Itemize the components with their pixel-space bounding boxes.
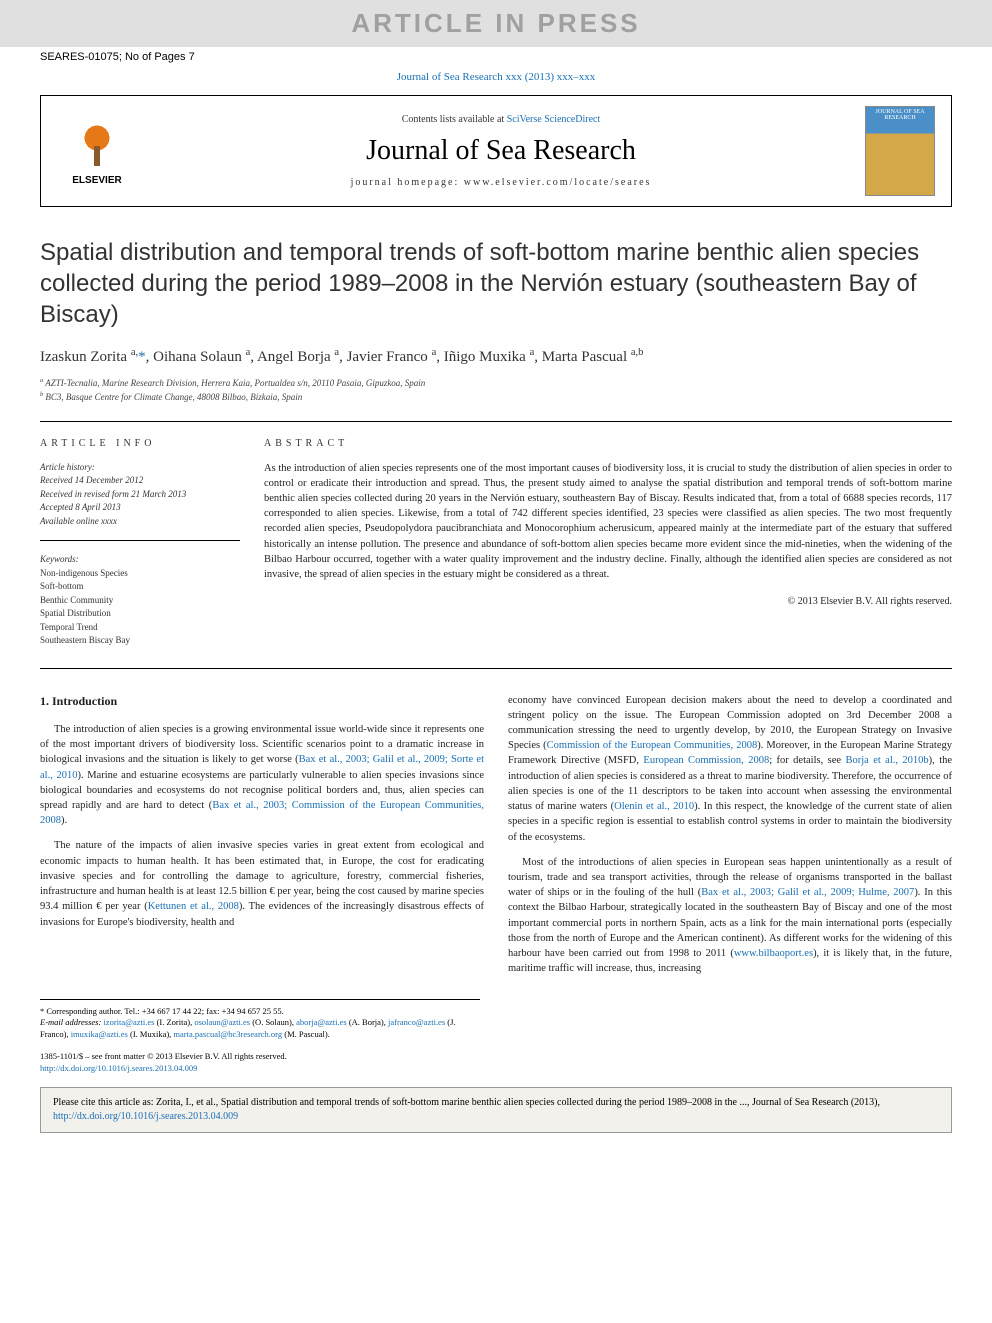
keywords-block: Keywords: Non-indigenous SpeciesSoft-bot… [40, 541, 240, 648]
elsevier-text: ELSEVIER [72, 175, 121, 186]
info-abstract-row: ARTICLE INFO Article history: Received 1… [0, 422, 992, 668]
elsevier-logo: ELSEVIER [57, 106, 137, 196]
homepage-url: www.elsevier.com/locate/seares [464, 177, 652, 188]
abstract-text: As the introduction of alien species rep… [264, 461, 952, 583]
journal-homepage-line: journal homepage: www.elsevier.com/locat… [137, 177, 865, 188]
journal-cover-thumbnail: JOURNAL OF SEA RESEARCH [865, 106, 935, 196]
abstract-label: ABSTRACT [264, 438, 952, 449]
corr-author-line: * Corresponding author. Tel.: +34 667 17… [40, 1006, 480, 1018]
keywords-list: Non-indigenous SpeciesSoft-bottomBenthic… [40, 567, 240, 648]
intro-para-2: The nature of the impacts of alien invas… [40, 838, 484, 929]
affiliation-b: b BC3, Basque Centre for Climate Change,… [40, 390, 952, 405]
article-info-column: ARTICLE INFO Article history: Received 1… [40, 438, 240, 648]
journal-reference-link[interactable]: Journal of Sea Research xxx (2013) xxx–x… [0, 67, 992, 95]
article-title: Spatial distribution and temporal trends… [0, 207, 992, 347]
c2p1c: ; for details, see [769, 755, 845, 766]
journal-name: Journal of Sea Research [137, 135, 865, 167]
contents-available-line: Contents lists available at SciVerse Sci… [137, 114, 865, 125]
article-info-label: ARTICLE INFO [40, 438, 240, 449]
citation-box: Please cite this article as: Zorita, I.,… [40, 1087, 952, 1133]
history-received: Received 14 December 2012 [40, 474, 240, 488]
intro-heading: 1. Introduction [40, 693, 484, 710]
keyword-item: Southeastern Biscay Bay [40, 634, 240, 648]
sciencedirect-link[interactable]: SciVerse ScienceDirect [507, 114, 601, 125]
email-link[interactable]: imuxika@azti.es [71, 1029, 128, 1039]
history-online: Available online xxxx [40, 515, 240, 529]
keyword-item: Non-indigenous Species [40, 567, 240, 581]
homepage-prefix: journal homepage: [351, 177, 464, 188]
abstract-column: ABSTRACT As the introduction of alien sp… [264, 438, 952, 648]
history-accepted: Accepted 8 April 2013 [40, 501, 240, 515]
corresponding-author-footnote: * Corresponding author. Tel.: +34 667 17… [40, 999, 480, 1048]
history-label: Article history: [40, 461, 240, 475]
article-id-line: SEARES-01075; No of Pages 7 [0, 47, 992, 67]
keywords-label: Keywords: [40, 553, 240, 567]
cite-ec-2008[interactable]: European Commission, 2008 [643, 755, 769, 766]
keyword-item: Temporal Trend [40, 621, 240, 635]
affiliation-b-text: BC3, Basque Centre for Climate Change, 4… [45, 392, 302, 402]
email-link[interactable]: aborja@azti.es [296, 1017, 347, 1027]
keyword-item: Spatial Distribution [40, 607, 240, 621]
journal-header-box: ELSEVIER Contents lists available at Sci… [40, 95, 952, 207]
bottom-meta: 1385-1101/$ – see front matter © 2013 El… [0, 1047, 992, 1087]
citation-text: Please cite this article as: Zorita, I.,… [53, 1097, 880, 1108]
cite-kettunen[interactable]: Kettunen et al., 2008 [148, 901, 239, 912]
column-left: 1. Introduction The introduction of alie… [40, 693, 484, 987]
col2-para-2: Most of the introductions of alien speci… [508, 855, 952, 977]
author-list: Izaskun Zorita a,*, Oihana Solaun a, Ang… [0, 347, 992, 376]
keyword-item: Benthic Community [40, 594, 240, 608]
watermark-bar: ARTICLE IN PRESS [0, 0, 992, 47]
body-columns: 1. Introduction The introduction of alie… [0, 669, 992, 999]
emails-line: E-mail addresses: izorita@azti.es (I. Zo… [40, 1017, 480, 1041]
contents-prefix: Contents lists available at [402, 114, 507, 125]
cite-bax-galil-hulme[interactable]: Bax et al., 2003; Galil et al., 2009; Hu… [701, 887, 914, 898]
email-link[interactable]: jafranco@azti.es [388, 1017, 445, 1027]
elsevier-tree-icon [72, 116, 122, 171]
email-link[interactable]: izorita@azti.es [103, 1017, 154, 1027]
column-right: economy have convinced European decision… [508, 693, 952, 987]
cite-borja-2010b[interactable]: Borja et al., 2010b [845, 755, 928, 766]
cite-commission-2008[interactable]: Commission of the European Communities, … [547, 740, 758, 751]
history-revised: Received in revised form 21 March 2013 [40, 488, 240, 502]
issn-copyright: 1385-1101/$ – see front matter © 2013 El… [40, 1051, 952, 1063]
keyword-item: Soft-bottom [40, 580, 240, 594]
article-history: Article history: Received 14 December 20… [40, 461, 240, 542]
col2-para-1: economy have convinced European decision… [508, 693, 952, 845]
abstract-copyright: © 2013 Elsevier B.V. All rights reserved… [264, 596, 952, 607]
link-bilbaoport[interactable]: www.bilbaoport.es [734, 948, 813, 959]
header-center: Contents lists available at SciVerse Sci… [137, 114, 865, 188]
affiliation-a: a AZTI-Tecnalia, Marine Research Divisio… [40, 376, 952, 391]
affiliations: a AZTI-Tecnalia, Marine Research Divisio… [0, 376, 992, 421]
affiliation-a-text: AZTI-Tecnalia, Marine Research Division,… [45, 378, 425, 388]
email-link[interactable]: osolaun@azti.es [194, 1017, 250, 1027]
citation-doi-link[interactable]: http://dx.doi.org/10.1016/j.seares.2013.… [53, 1111, 238, 1122]
intro-para-1: The introduction of alien species is a g… [40, 722, 484, 829]
cite-olenin-2010[interactable]: Olenin et al., 2010 [614, 801, 694, 812]
doi-link[interactable]: http://dx.doi.org/10.1016/j.seares.2013.… [40, 1063, 197, 1073]
email-link[interactable]: marta.pascual@bc3research.org [173, 1029, 282, 1039]
intro-p1c: ). [61, 815, 67, 826]
